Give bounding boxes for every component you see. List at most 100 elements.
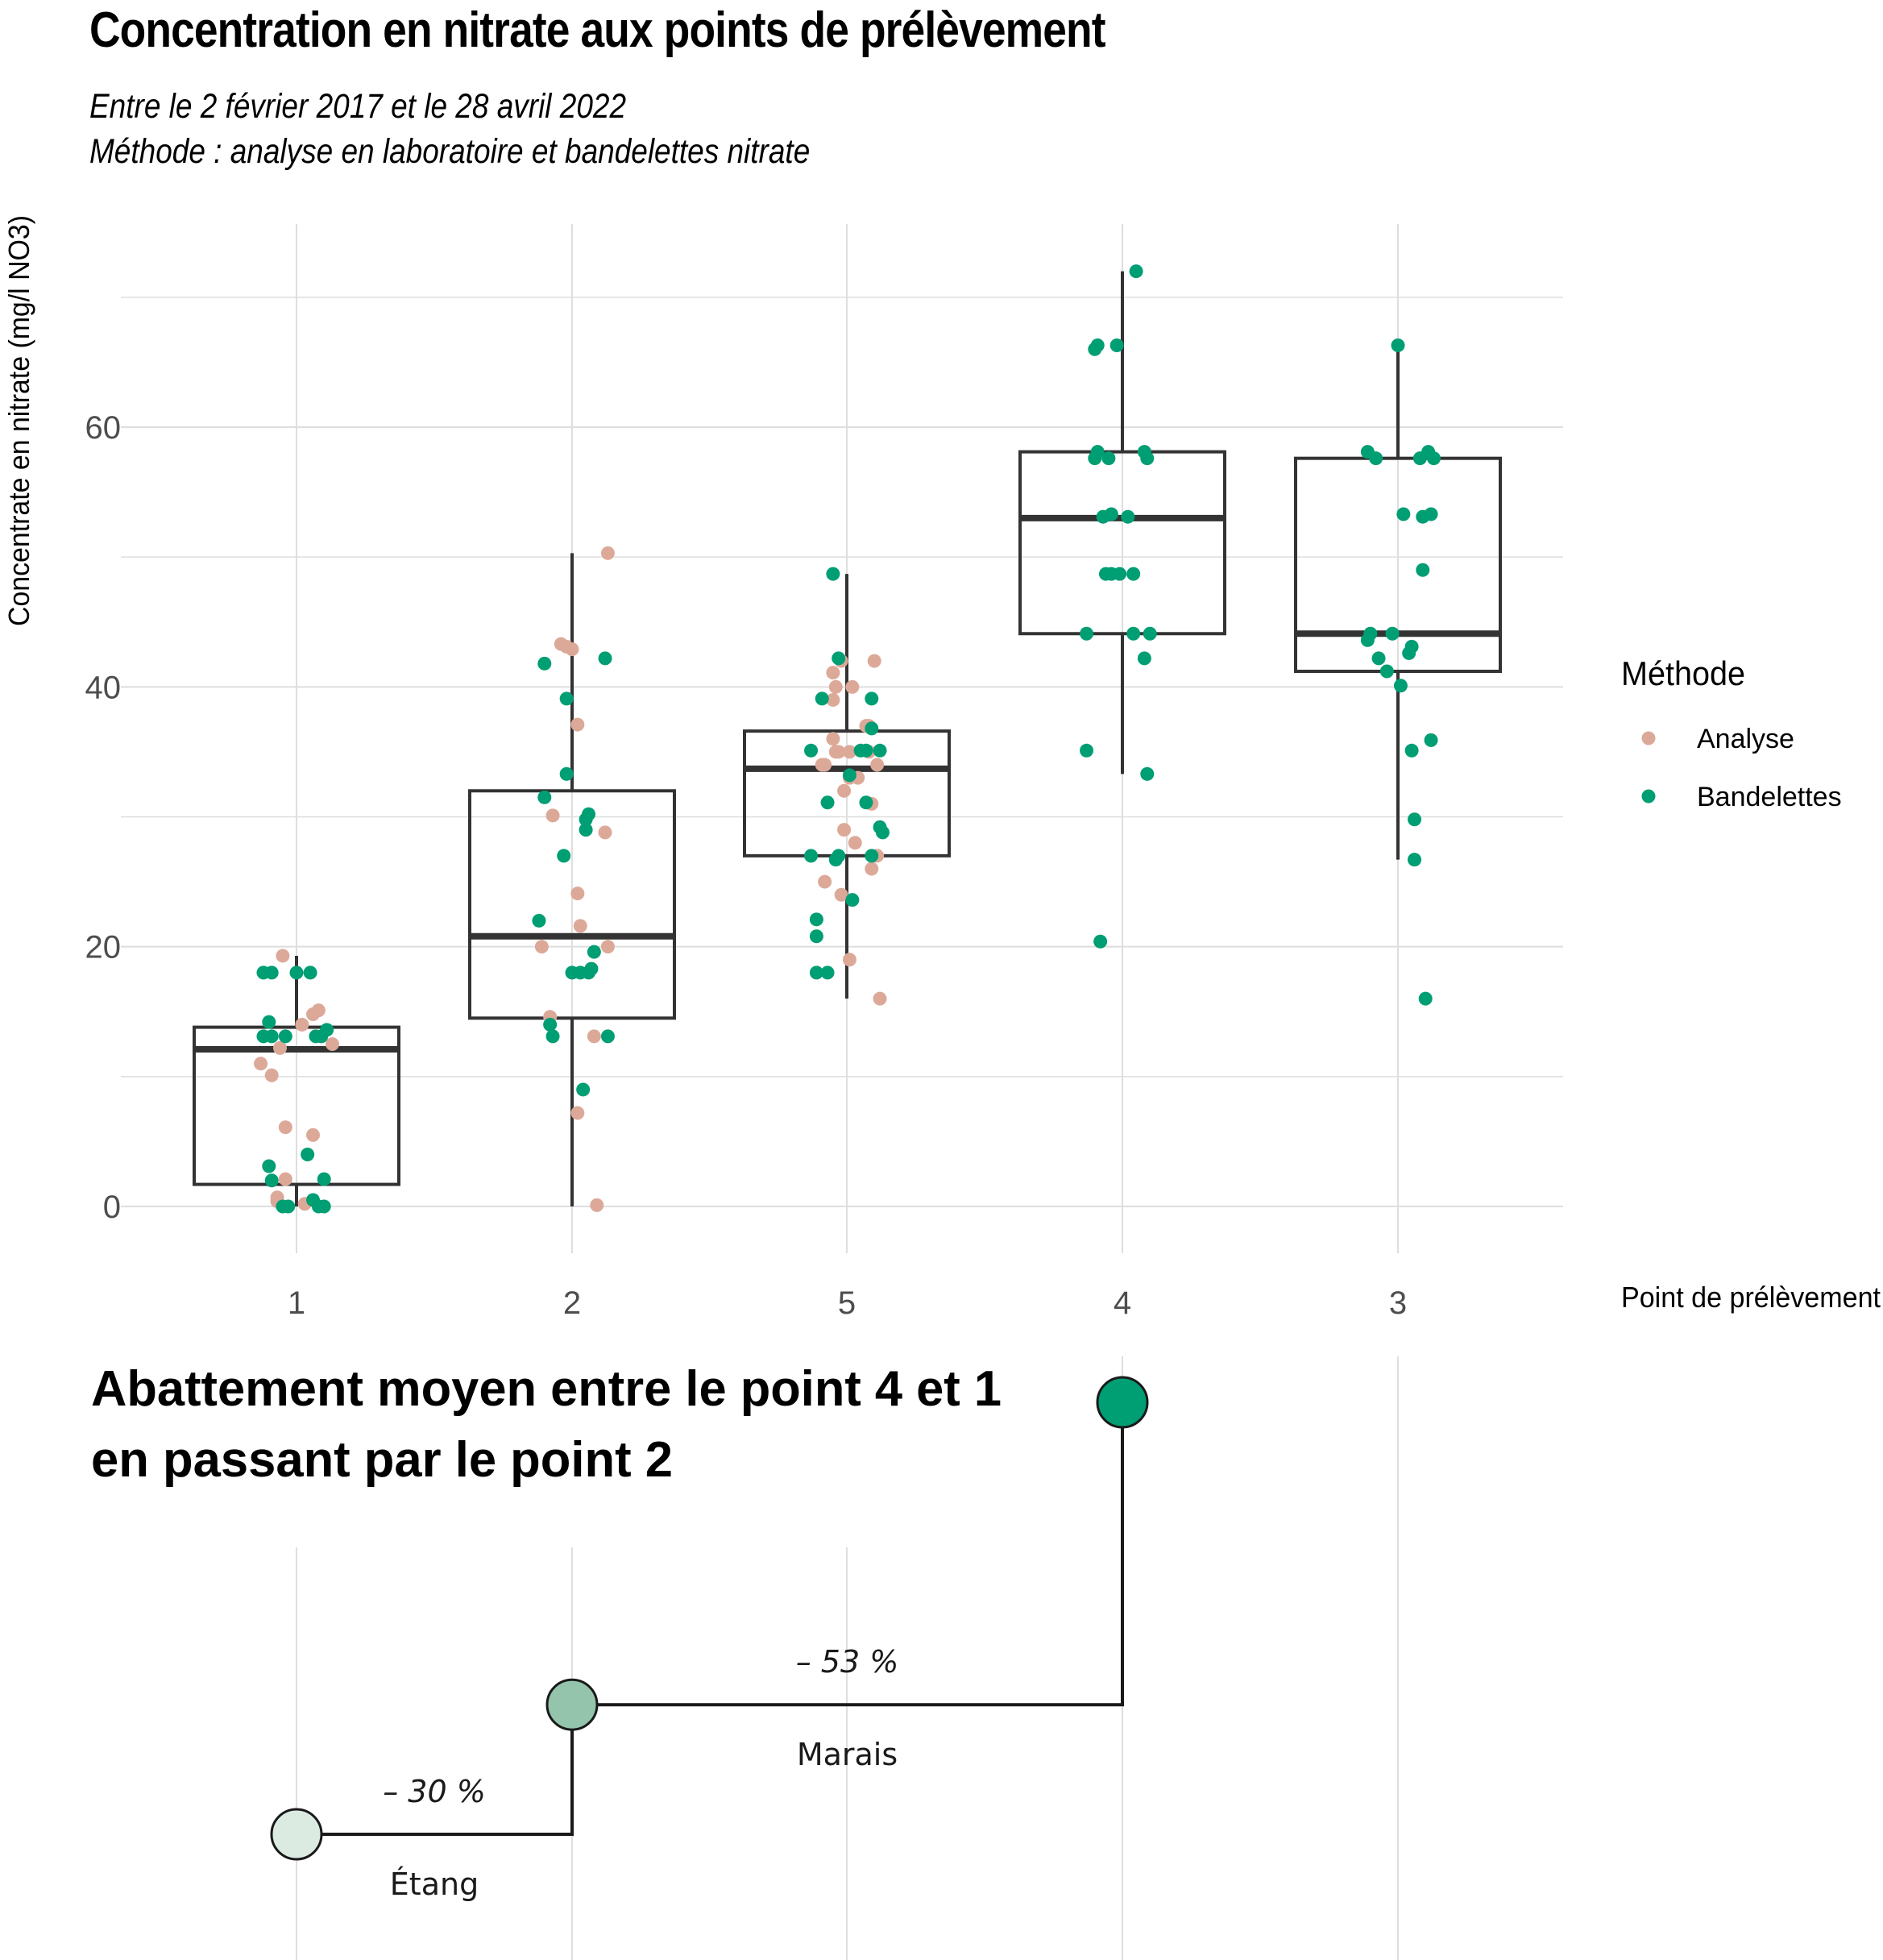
- data-point-analyse: [573, 919, 587, 933]
- data-point-bandelettes: [1101, 451, 1116, 466]
- data-point-bandelettes: [859, 743, 873, 758]
- data-point-bandelettes: [1396, 507, 1411, 521]
- data-point-analyse: [834, 887, 848, 902]
- data-point-analyse: [590, 1198, 604, 1212]
- data-point-bandelettes: [1402, 646, 1416, 660]
- data-point-bandelettes: [842, 768, 856, 783]
- data-point-analyse: [826, 732, 840, 746]
- data-point-bandelettes: [264, 965, 279, 980]
- data-point-bandelettes: [1113, 567, 1127, 581]
- legend-title: Méthode: [1621, 654, 1745, 692]
- box-iqr: [1018, 450, 1226, 636]
- data-point-bandelettes: [598, 651, 612, 666]
- x-axis-title: Point de prélèvement: [1621, 1281, 1881, 1314]
- data-point-bandelettes: [859, 795, 873, 810]
- chart-subtitle-line2: Méthode : analyse en laboratoire et band…: [89, 132, 811, 171]
- data-point-analyse: [845, 679, 860, 694]
- data-point-bandelettes: [1424, 507, 1438, 521]
- flow-node-4: [1096, 1376, 1149, 1429]
- data-point-bandelettes: [1391, 338, 1405, 352]
- data-point-analyse: [865, 862, 879, 876]
- data-point-bandelettes: [1418, 991, 1433, 1006]
- flow-node-1: [270, 1808, 323, 1861]
- flow-segment-label: Étang: [390, 1867, 479, 1902]
- data-point-bandelettes: [281, 1199, 296, 1214]
- data-point-bandelettes: [820, 795, 835, 810]
- data-point-bandelettes: [815, 691, 829, 706]
- data-point-bandelettes: [532, 913, 546, 928]
- data-point-analyse: [598, 825, 612, 840]
- x-tick-label: 1: [288, 1285, 305, 1321]
- grid-layer: [121, 224, 1563, 1253]
- box-iqr: [468, 789, 676, 1020]
- data-point-bandelettes: [804, 743, 819, 758]
- flow-segment-label: Marais: [797, 1737, 898, 1772]
- data-point-bandelettes: [537, 790, 552, 804]
- data-point-analyse: [565, 642, 579, 657]
- data-point-analyse: [818, 758, 832, 772]
- x-tick-label: 2: [563, 1285, 581, 1321]
- data-point-bandelettes: [1393, 679, 1408, 693]
- legend-key-analyse: [1641, 731, 1656, 745]
- data-point-bandelettes: [262, 1015, 276, 1029]
- data-point-bandelettes: [865, 691, 879, 706]
- data-point-bandelettes: [264, 1029, 279, 1044]
- y-tick-label: 0: [103, 1190, 121, 1225]
- data-point-bandelettes: [1104, 507, 1118, 521]
- box-iqr: [743, 729, 951, 858]
- legend-key-bandelettes: [1641, 789, 1656, 804]
- data-point-analyse: [837, 823, 852, 837]
- data-point-bandelettes: [1137, 651, 1151, 666]
- x-tick-label: 3: [1389, 1285, 1407, 1321]
- data-point-bandelettes: [1408, 853, 1422, 867]
- data-point-analyse: [534, 940, 549, 954]
- data-point-bandelettes: [278, 1029, 292, 1044]
- data-point-bandelettes: [1408, 812, 1422, 827]
- data-point-bandelettes: [582, 807, 596, 821]
- data-point-analyse: [570, 717, 585, 732]
- box-5: [743, 574, 951, 999]
- data-point-bandelettes: [875, 825, 890, 840]
- data-point-analyse: [826, 692, 840, 707]
- legend: Méthode Analyse Bandelettes: [1621, 654, 1842, 812]
- data-point-bandelettes: [314, 1029, 329, 1044]
- data-point-bandelettes: [289, 965, 304, 980]
- flow-connector: [297, 1705, 574, 1836]
- data-point-bandelettes: [545, 1029, 560, 1044]
- data-point-bandelettes: [1080, 743, 1094, 758]
- data-point-bandelettes: [1090, 445, 1105, 459]
- data-point-bandelettes: [559, 691, 574, 706]
- data-point-bandelettes: [1143, 626, 1157, 641]
- data-point-bandelettes: [543, 1017, 558, 1032]
- data-point-bandelettes: [537, 656, 552, 671]
- data-point-bandelettes: [865, 849, 879, 863]
- data-point-analyse: [276, 949, 290, 963]
- abatement-flow: Abattement moyen entre le point 4 et 1 en…: [91, 1356, 1399, 1960]
- data-point-bandelettes: [809, 929, 823, 944]
- y-tick-label: 60: [85, 410, 122, 446]
- data-point-bandelettes: [826, 567, 840, 581]
- data-point-bandelettes: [1121, 509, 1135, 524]
- data-point-bandelettes: [1416, 563, 1430, 577]
- data-point-bandelettes: [1371, 651, 1386, 666]
- data-point-analyse: [272, 1040, 287, 1055]
- legend-label-analyse: Analyse: [1697, 724, 1794, 754]
- data-point-bandelettes: [317, 1199, 331, 1214]
- data-point-analyse: [587, 1029, 601, 1044]
- flow-title-line2: en passant par le point 2: [91, 1432, 673, 1488]
- data-point-bandelettes: [1385, 626, 1400, 641]
- data-point-bandelettes: [828, 853, 843, 867]
- x-tick-label: 5: [838, 1285, 856, 1321]
- data-point-bandelettes: [804, 849, 819, 863]
- data-point-analyse: [295, 1017, 309, 1032]
- data-point-analyse: [842, 953, 856, 967]
- chart-subtitle-line1: Entre le 2 février 2017 et le 28 avril 2…: [89, 87, 627, 126]
- data-point-bandelettes: [584, 961, 599, 976]
- data-point-bandelettes: [1379, 664, 1394, 679]
- data-point-bandelettes: [1369, 451, 1383, 466]
- flow-percent: – 30 %: [383, 1774, 486, 1809]
- data-point-bandelettes: [865, 721, 879, 736]
- data-point-bandelettes: [576, 1082, 591, 1097]
- data-point-analyse: [306, 1007, 321, 1021]
- data-point-analyse: [600, 546, 615, 560]
